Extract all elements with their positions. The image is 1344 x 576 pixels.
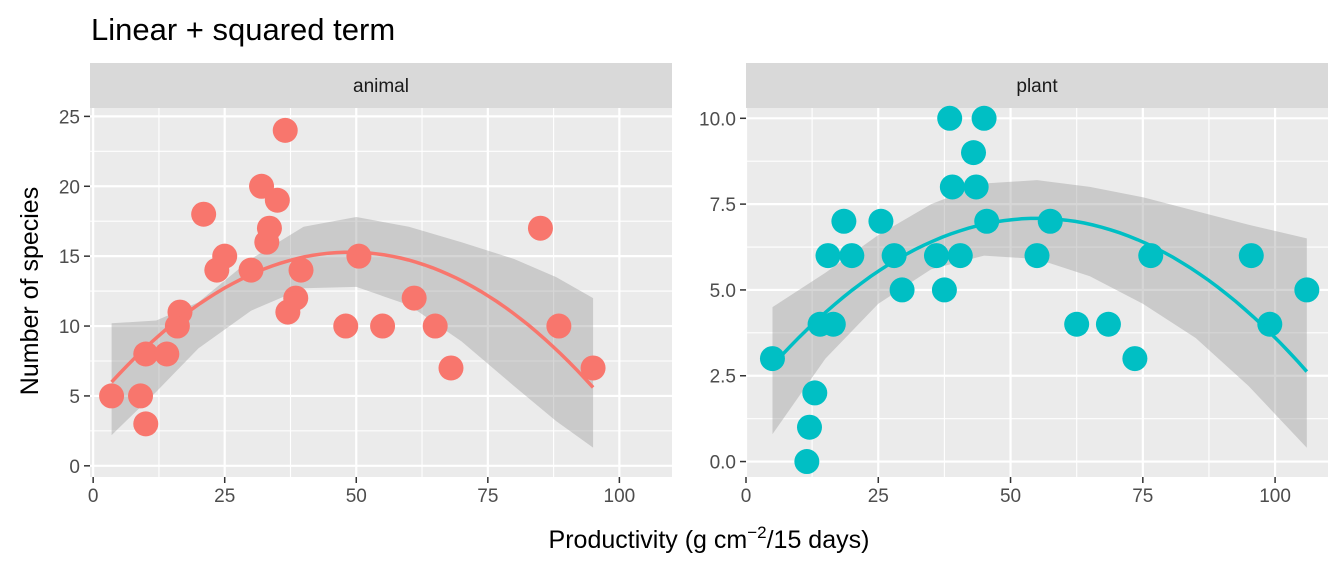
data-point-animal [370,313,396,339]
data-point-animal [527,215,553,241]
y-tick-label: 15 [59,247,80,268]
facet-strip-plant [746,63,1328,108]
data-point-plant [1294,277,1320,303]
data-point-plant [839,243,865,269]
fit-line-animal [110,250,595,389]
data-point-animal [333,313,359,339]
data-point-animal [288,257,314,283]
y-tick-label: 2.5 [710,367,736,388]
data-point-animal [99,383,125,409]
confidence-band-animal [111,217,594,448]
data-point-plant [1257,311,1283,337]
data-point-plant [1122,346,1148,372]
data-point-plant [868,208,894,234]
fit-line-plant [771,216,1309,373]
data-point-animal [264,187,290,213]
data-point-plant [947,243,973,269]
x-axis-title: Productivity (g cm−2/15 days) [549,523,870,554]
data-point-animal [212,243,238,269]
data-point-plant [1024,243,1050,269]
data-point-plant [794,449,820,475]
data-point-plant [889,277,915,303]
y-tick-label: 10.0 [699,109,736,130]
data-point-plant [939,174,965,200]
data-point-plant [881,243,907,269]
data-point-plant [931,277,957,303]
facet-label-animal: animal [353,76,409,97]
data-point-plant [971,105,997,131]
panel-background-plant [746,108,1328,477]
y-tick-label: 0.0 [710,453,736,474]
x-tick-label: 50 [1000,486,1021,507]
y-tick-label: 20 [59,177,80,198]
data-point-plant [1037,208,1063,234]
y-tick-label: 10 [59,317,80,338]
x-axis-title-superscript: −2 [747,523,766,542]
data-point-plant [820,311,846,337]
data-point-plant [802,380,828,406]
data-point-animal [580,355,606,381]
data-point-animal [346,243,372,269]
y-tick-label: 0 [69,457,80,478]
data-point-plant [937,105,963,131]
panel-plant: plant 0 25 50 75 100 0.0 2.5 5.0 7.5 10.0 [699,63,1328,507]
data-point-animal [191,201,217,227]
y-tick-label: 7.5 [710,195,736,216]
data-point-animal [167,299,193,325]
chart-title: Linear + squared term [91,12,395,47]
x-tick-label: 75 [477,486,498,507]
data-point-plant [1238,243,1264,269]
data-point-animal [256,215,282,241]
y-tick-label: 5.0 [710,281,736,302]
panel-animal: animal 0 25 50 75 100 0 5 10 15 20 25 [59,63,672,507]
data-point-animal [133,341,159,367]
data-point-animal [401,285,427,311]
x-axis-title-suffix: /15 days) [767,526,870,554]
data-point-animal [546,313,572,339]
x-tick-label: 0 [88,486,99,507]
y-axis-title: Number of species [16,187,44,395]
data-point-animal [272,117,298,143]
data-point-animal [154,341,180,367]
x-axis-title-main: Productivity (g cm [549,526,748,554]
y-tick-label: 25 [59,107,80,128]
x-tick-label: 0 [741,486,752,507]
data-point-plant [923,243,949,269]
data-point-animal [283,285,309,311]
x-tick-label: 100 [1259,486,1291,507]
data-point-plant [1095,311,1121,337]
data-point-plant [963,174,989,200]
data-point-plant [815,243,841,269]
x-tick-label: 25 [214,486,235,507]
x-tick-label: 25 [868,486,889,507]
facet-label-plant: plant [1016,76,1058,97]
data-point-plant [831,208,857,234]
x-tick-label: 75 [1132,486,1153,507]
data-point-animal [438,355,464,381]
data-point-animal [133,411,159,437]
data-point-plant [1064,311,1090,337]
data-point-plant [961,140,987,166]
y-tick-label: 5 [69,387,80,408]
data-point-animal [128,383,154,409]
x-tick-label: 100 [604,486,636,507]
data-point-plant [974,208,1000,234]
data-point-plant [796,414,822,440]
facet-strip-animal [90,63,672,108]
x-tick-label: 50 [346,486,367,507]
confidence-band-plant [772,180,1307,448]
data-point-animal [422,313,448,339]
data-point-plant [759,346,785,372]
panel-background-animal [90,108,672,477]
